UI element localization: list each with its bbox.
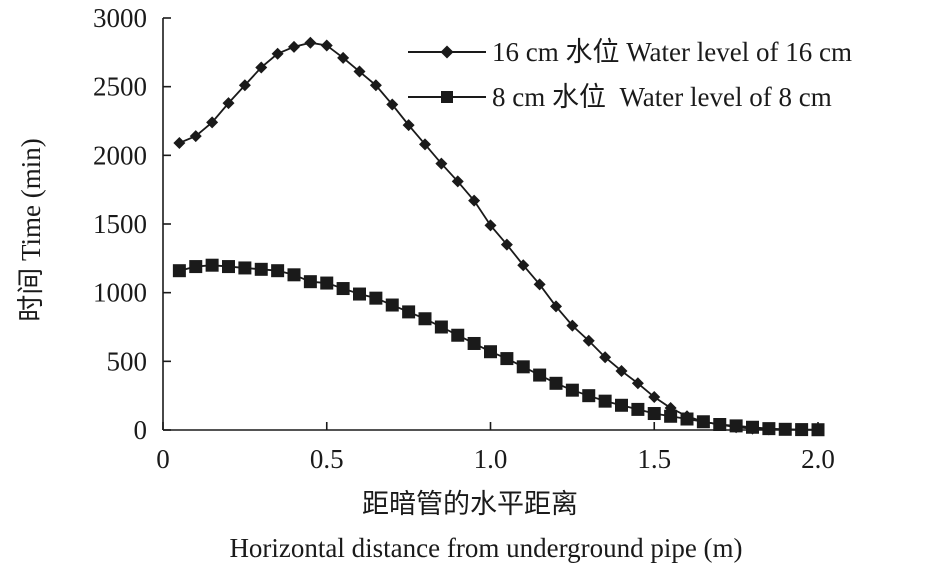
data-point-16cm (255, 61, 268, 74)
data-point-8cm (189, 260, 203, 274)
x-tick-label: 1.0 (474, 444, 508, 474)
data-point-16cm (238, 79, 251, 92)
legend-label-16cm: 16 cm 水位 Water level of 16 cm (492, 37, 852, 67)
data-point-16cm (533, 278, 546, 291)
data-point-8cm (303, 275, 317, 289)
x-axis-title-english: Horizontal distance from underground pip… (229, 533, 742, 563)
data-point-8cm (615, 398, 628, 412)
data-point-16cm (402, 119, 415, 132)
data-point-8cm (533, 368, 547, 382)
data-point-16cm (500, 238, 513, 251)
data-point-8cm (516, 360, 530, 374)
data-point-16cm (369, 79, 382, 92)
data-point-8cm (254, 262, 268, 276)
data-point-8cm (729, 419, 743, 433)
data-point-8cm (467, 336, 481, 350)
data-point-8cm (402, 305, 416, 319)
x-axis-title: 距暗管的水平距离 (362, 489, 578, 519)
x-ticks: 0 0.5 1.0 1.5 2.0 (156, 422, 835, 474)
data-point-16cm (435, 157, 448, 170)
data-point-8cm (385, 298, 399, 312)
data-point-16cm (419, 138, 431, 151)
data-point-16cm (320, 39, 333, 52)
data-point-8cm (484, 345, 497, 359)
y-tick-label: 1500 (93, 209, 147, 239)
y-tick-label: 2500 (93, 72, 147, 102)
y-tick-label: 1000 (93, 278, 147, 308)
data-point-16cm (304, 36, 317, 49)
data-point-8cm (762, 422, 776, 436)
x-tick-label: 1.5 (637, 444, 671, 474)
x-tick-label: 2.0 (801, 444, 835, 474)
data-point-16cm (222, 97, 235, 110)
data-point-16cm (189, 130, 202, 143)
x-tick-label: 0 (156, 444, 170, 474)
data-point-8cm (320, 276, 334, 290)
data-point-8cm (565, 383, 579, 397)
data-point-8cm (598, 394, 612, 408)
data-point-16cm (517, 259, 530, 272)
data-point-16cm (386, 98, 399, 111)
y-axis-title: 时间 Time (min) (16, 138, 46, 322)
data-point-16cm (206, 116, 219, 129)
data-point-16cm (582, 334, 595, 347)
data-point-8cm (746, 420, 759, 434)
data-point-8cm (549, 376, 563, 390)
data-point-16cm (353, 65, 366, 78)
data-point-8cm (631, 402, 645, 416)
data-point-8cm (205, 258, 219, 272)
data-point-16cm (451, 175, 464, 188)
legend-diamond-marker (440, 45, 454, 59)
data-point-16cm (173, 136, 186, 149)
legend-square-marker (441, 91, 453, 103)
data-point-8cm (238, 261, 252, 275)
data-point-16cm (288, 40, 300, 53)
data-point-8cm (172, 264, 186, 278)
data-point-8cm (811, 423, 825, 437)
data-point-8cm (778, 422, 792, 436)
data-point-8cm (582, 389, 596, 403)
data-point-8cm (451, 328, 465, 342)
series-layer (172, 36, 825, 437)
data-point-8cm (418, 312, 432, 326)
data-point-8cm (222, 260, 235, 274)
data-point-8cm (369, 291, 383, 305)
data-point-16cm (337, 51, 350, 64)
y-tick-label: 500 (107, 346, 148, 376)
legend: 16 cm 水位 Water level of 16 cm 8 cm 水位 Wa… (408, 37, 852, 112)
x-tick-label: 0.5 (310, 444, 344, 474)
y-ticks: 0 500 1000 1500 2000 2500 3000 (93, 3, 171, 445)
data-point-16cm (271, 47, 284, 60)
data-point-8cm (696, 415, 710, 429)
data-point-8cm (713, 418, 727, 432)
data-point-8cm (271, 264, 285, 278)
data-point-8cm (336, 282, 350, 296)
data-point-8cm (353, 287, 366, 301)
data-point-8cm (434, 320, 448, 334)
data-point-8cm (664, 409, 678, 423)
data-point-16cm (468, 194, 481, 207)
data-point-8cm (287, 268, 301, 282)
data-point-8cm (795, 423, 809, 437)
y-tick-label: 2000 (93, 140, 147, 170)
data-point-16cm (631, 377, 644, 390)
data-point-16cm (550, 300, 562, 313)
data-point-16cm (566, 319, 579, 332)
data-point-8cm (647, 407, 661, 421)
data-point-16cm (615, 364, 628, 377)
data-point-8cm (680, 412, 694, 426)
y-tick-label: 0 (134, 415, 148, 445)
data-point-8cm (500, 352, 514, 366)
data-point-16cm (599, 351, 612, 364)
series-line-8cm (179, 264, 819, 431)
data-point-16cm (484, 219, 497, 232)
y-tick-label: 3000 (93, 3, 147, 33)
data-point-16cm (648, 391, 661, 404)
legend-label-8cm: 8 cm 水位 Water level of 8 cm (492, 82, 832, 112)
